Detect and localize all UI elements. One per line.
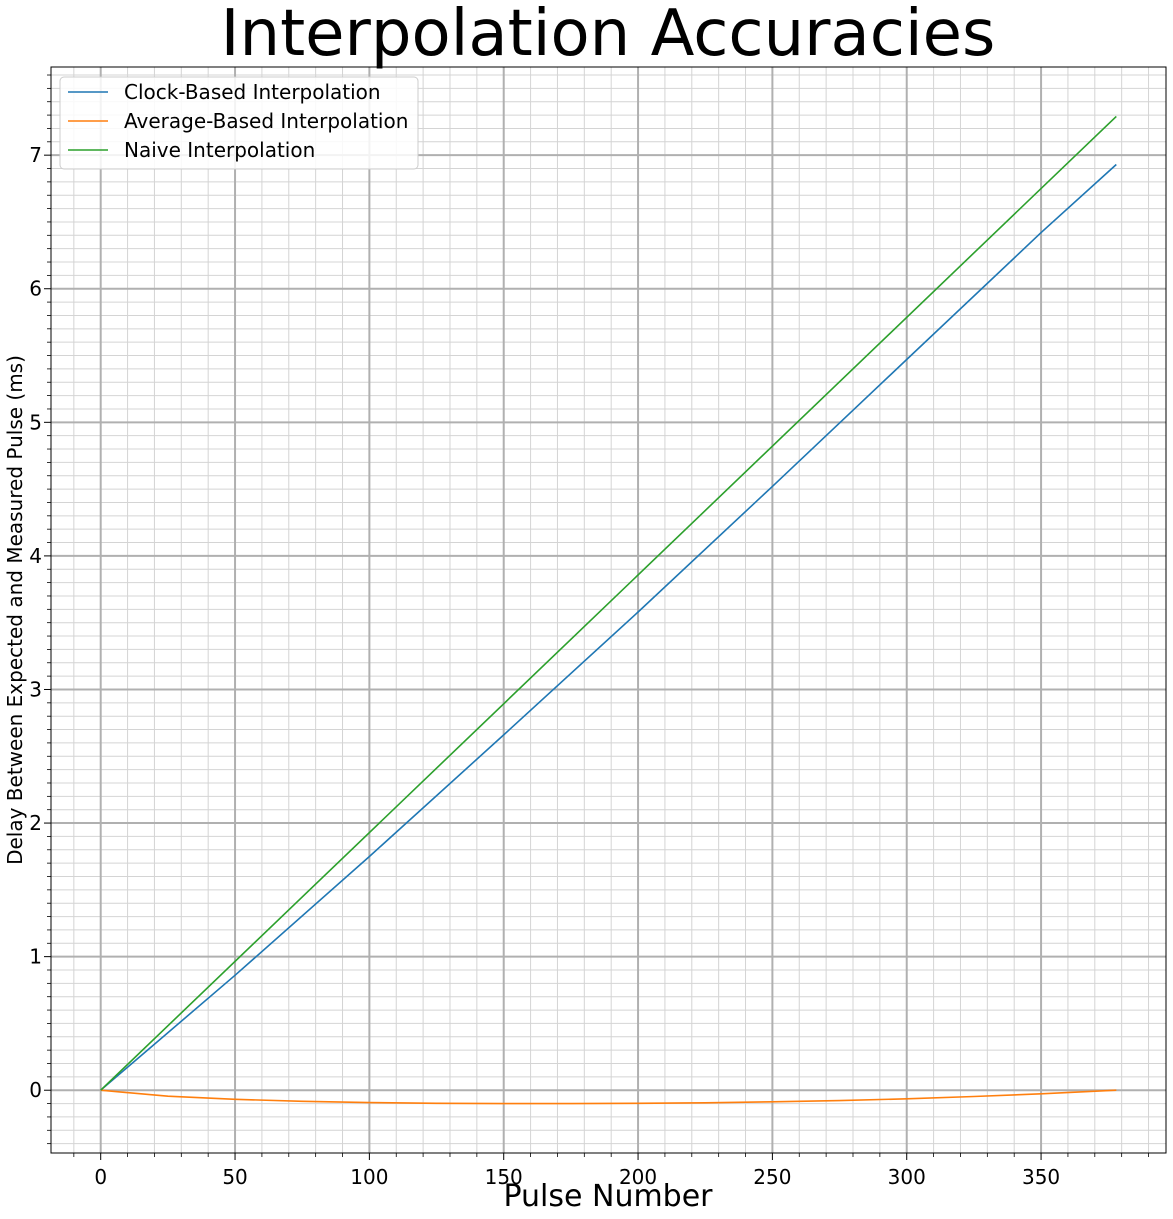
y-tick-label: 5	[29, 410, 42, 434]
series-layer	[100, 115, 1117, 1105]
legend-box	[59, 76, 419, 170]
x-tick-label: 150	[485, 1165, 523, 1189]
x-tick-label: 0	[94, 1165, 107, 1189]
naive-line	[100, 115, 1117, 1091]
y-axis-label: Delay Between Expected and Measured Puls…	[3, 355, 27, 865]
legend-label-average: Average-Based Interpolation	[124, 109, 408, 133]
axis-ticks	[44, 74, 1149, 1160]
chart-title: Interpolation Accuracies	[221, 0, 996, 71]
legend-label-naive: Naive Interpolation	[124, 138, 315, 162]
x-tick-label: 100	[350, 1165, 388, 1189]
y-tick-label: 7	[29, 143, 42, 167]
legend: Clock-Based Interpolation Average-Based …	[59, 76, 419, 170]
x-tick-label: 200	[619, 1165, 657, 1189]
y-tick-label: 2	[29, 811, 42, 835]
y-tick-label: 3	[29, 677, 42, 701]
x-tick-label: 300	[888, 1165, 926, 1189]
y-tick-label: 6	[29, 277, 42, 301]
clock-based-line	[100, 163, 1117, 1091]
y-tick-label: 1	[29, 945, 42, 969]
legend-label-clock: Clock-Based Interpolation	[124, 80, 381, 104]
average-based-line	[100, 1089, 1117, 1105]
major-grid	[51, 67, 1166, 1153]
x-tick-label: 350	[1022, 1165, 1060, 1189]
plot-frame	[50, 66, 1167, 1154]
x-tick-label: 50	[222, 1165, 247, 1189]
x-tick-label: 250	[753, 1165, 791, 1189]
y-tick-label: 0	[29, 1078, 42, 1102]
y-tick-label: 4	[29, 544, 42, 568]
axis-tick-labels: 0 50 100 150 200 250 300 350 0 1 2 3 4 5 6 7	[29, 143, 1060, 1189]
x-axis-label: Pulse Number	[503, 1179, 713, 1214]
